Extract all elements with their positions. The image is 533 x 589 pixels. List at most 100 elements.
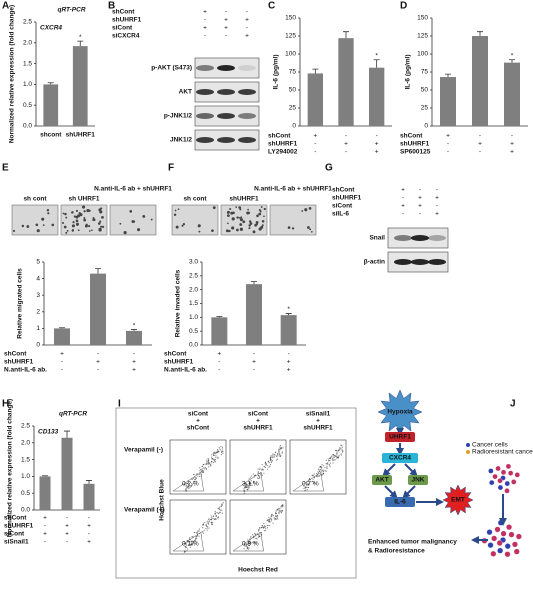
event [216, 517, 219, 519]
cell [239, 218, 243, 222]
outcome-label: Enhanced tumor malignancy [368, 539, 457, 546]
condition-sign: + [87, 523, 91, 530]
event [275, 512, 277, 515]
condition-sign: + [435, 195, 439, 202]
cell [85, 223, 88, 226]
condition-sign: - [376, 133, 378, 140]
event [217, 451, 219, 453]
event [195, 477, 198, 479]
cell [291, 227, 295, 230]
panel-label: A [2, 1, 9, 12]
blot-band [217, 137, 235, 143]
event [189, 540, 191, 542]
y-tick-label: 50 [289, 87, 297, 94]
cell [35, 223, 39, 227]
micrograph [109, 204, 157, 236]
cell [226, 211, 230, 214]
event [198, 528, 200, 530]
cell [227, 222, 229, 225]
image-label: shUHRF1 [229, 196, 259, 203]
condition-name: LY294002 [268, 149, 298, 156]
event [243, 487, 245, 489]
event [211, 517, 213, 519]
y-tick-label: 1.5 [21, 456, 30, 463]
bar [43, 84, 59, 126]
cell [238, 216, 241, 219]
cell [496, 540, 503, 546]
cell [495, 465, 501, 472]
row-label: Verapamil (+) [124, 507, 165, 514]
condition-sign: - [44, 523, 46, 530]
y-tick-label: 1 [36, 325, 40, 332]
cell [247, 211, 251, 215]
column-label: + [316, 418, 320, 425]
cell [98, 227, 102, 231]
condition-sign: - [66, 539, 68, 546]
event [323, 469, 325, 471]
condition-name: siIL-6 [332, 211, 349, 218]
event [264, 525, 266, 528]
cell [71, 211, 74, 214]
event [187, 486, 189, 488]
condition-sign: - [225, 9, 227, 16]
event [321, 467, 323, 469]
cell [504, 488, 510, 494]
y-tick-label: 0 [36, 342, 40, 349]
condition-sign: + [217, 351, 221, 358]
y-tick-label: 0.5 [189, 328, 198, 335]
event [211, 524, 213, 526]
side-population: 0.7 % [302, 481, 319, 488]
condition-name: siCont [4, 531, 25, 538]
event [252, 534, 254, 536]
cell [175, 225, 179, 229]
arrow [384, 485, 398, 499]
gate [292, 471, 324, 492]
event [184, 545, 186, 548]
bar [83, 483, 95, 510]
cell [513, 548, 520, 555]
condition-sign: - [345, 133, 347, 140]
column-label: siCont [248, 411, 269, 418]
event [275, 510, 277, 512]
event [250, 537, 252, 539]
cell [512, 541, 518, 548]
event [317, 474, 319, 477]
cell [307, 226, 310, 229]
event [186, 486, 188, 488]
event [253, 537, 255, 539]
condition-sign: + [245, 33, 249, 40]
y-tick-label: 125 [417, 33, 428, 40]
event [201, 530, 204, 533]
y-tick-label: 150 [285, 15, 296, 22]
cell [150, 218, 153, 221]
event [208, 462, 210, 464]
cell [137, 228, 141, 232]
event [272, 454, 274, 456]
blot-band [411, 235, 429, 241]
condition-sign: + [435, 211, 439, 218]
significance: * [133, 322, 136, 329]
event [260, 472, 263, 474]
event [187, 482, 190, 484]
event [201, 471, 203, 473]
panel-label: B [108, 1, 115, 12]
y-axis-label: IL-6 (pg/ml) [405, 54, 412, 89]
y-tick-label: 4 [36, 275, 40, 282]
event [270, 518, 272, 520]
event [272, 453, 274, 455]
condition-name: shCont [4, 515, 27, 522]
event [207, 523, 210, 525]
event [273, 456, 275, 458]
event [210, 515, 212, 517]
event [250, 535, 252, 538]
event [282, 504, 284, 507]
event [256, 538, 258, 540]
event [327, 462, 329, 464]
event [312, 475, 314, 477]
event [272, 514, 274, 517]
event [208, 521, 210, 523]
cell [51, 223, 55, 227]
event [194, 479, 196, 481]
event [246, 484, 248, 486]
cell [248, 227, 251, 230]
